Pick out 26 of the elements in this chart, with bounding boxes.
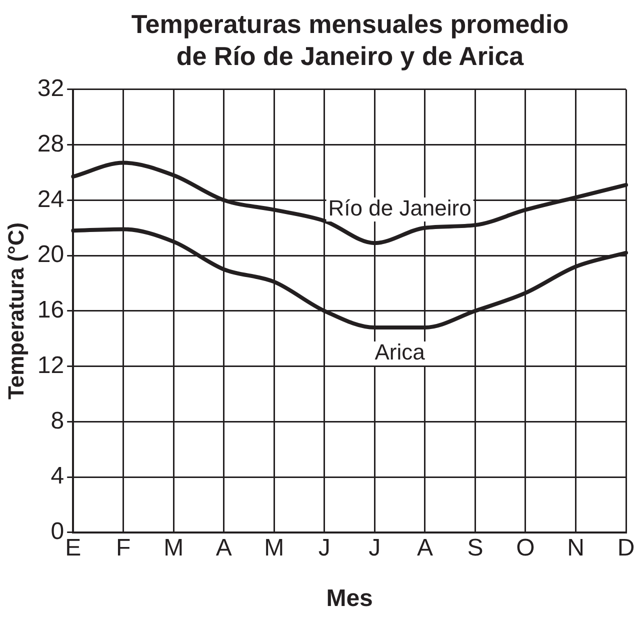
x-tick-label: M: [164, 534, 184, 562]
y-tick-label: 28: [37, 130, 64, 158]
y-tick-label: 16: [37, 296, 64, 324]
x-tick-label: F: [116, 534, 131, 562]
x-tick-label: S: [467, 534, 484, 562]
y-tick-label: 24: [37, 186, 64, 213]
y-tick-label: 20: [37, 241, 64, 268]
x-tick-label: O: [516, 534, 535, 562]
y-tick-label: 4: [50, 462, 64, 490]
x-tick-label: A: [416, 534, 433, 562]
x-tick-label: M: [264, 534, 284, 562]
series-label: Río de Janeiro: [328, 196, 472, 221]
x-tick-label: E: [65, 534, 82, 562]
x-tick-label: J: [318, 534, 330, 562]
x-tick-label: N: [567, 534, 584, 562]
x-tick-label: A: [216, 534, 232, 562]
x-tick-label: D: [617, 534, 635, 562]
x-axis-title: Mes: [326, 585, 373, 612]
y-tick-label: 12: [37, 352, 64, 379]
series-label: Arica: [374, 340, 426, 365]
y-tick-label: 8: [50, 407, 64, 434]
y-tick-label: 32: [37, 75, 64, 102]
chart-title: Temperaturas mensuales promedio de Río de Janeiro y de Arica: [130, 8, 570, 72]
y-axis-title: Temperatura (°C): [3, 222, 28, 400]
x-tick-label: J: [368, 534, 381, 562]
y-tick-label: 0: [50, 518, 64, 546]
